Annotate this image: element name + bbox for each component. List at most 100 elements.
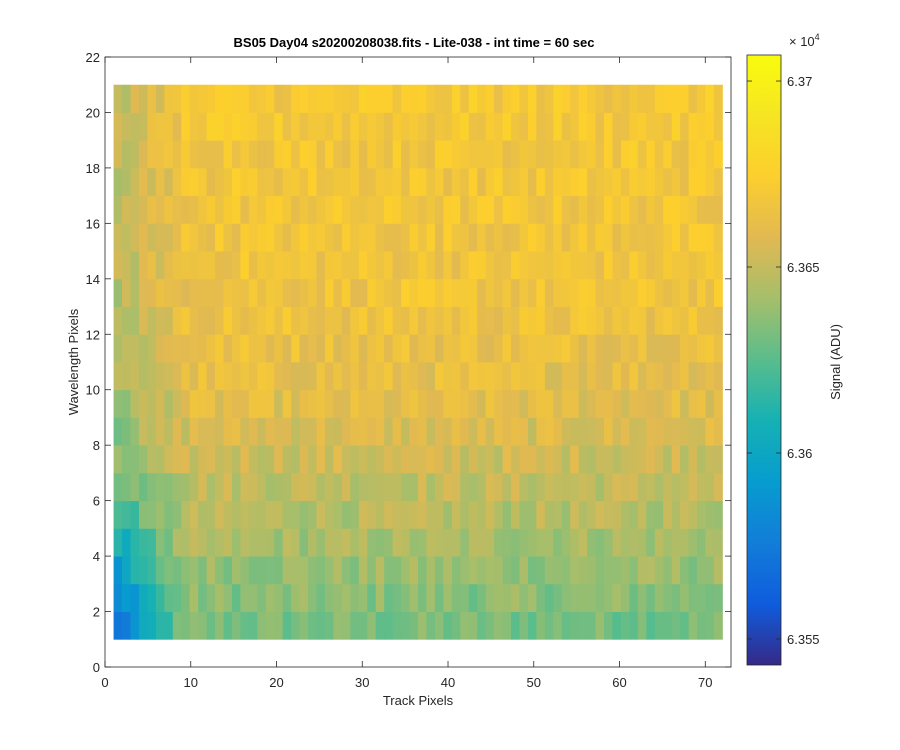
heatmap-cell [138, 362, 148, 391]
heatmap-cell [223, 500, 233, 529]
heatmap-cell [587, 417, 596, 446]
heatmap-cell [299, 223, 309, 252]
heatmap-cell [612, 306, 622, 335]
heatmap-cell [443, 167, 453, 197]
heatmap-cell [291, 140, 301, 169]
heatmap-cell [333, 112, 343, 141]
heatmap-cell [697, 445, 706, 474]
heatmap-cell [477, 583, 487, 612]
heatmap-cell [620, 334, 630, 363]
heatmap-cell [155, 84, 165, 113]
heatmap-cell [587, 140, 596, 169]
heatmap-cell [358, 500, 368, 529]
heatmap-cell [671, 167, 681, 197]
heatmap-cell [257, 389, 267, 418]
heatmap-cell [502, 389, 512, 418]
heatmap-cell [384, 306, 394, 335]
heatmap-cell [443, 389, 453, 418]
heatmap-cell [426, 445, 436, 474]
heatmap-cell [299, 556, 309, 585]
heatmap-cell [544, 112, 554, 141]
heatmap-cell [367, 223, 377, 252]
heatmap-cell [316, 445, 326, 474]
heatmap-cell [629, 84, 639, 113]
heatmap-cell [426, 112, 436, 141]
heatmap-cell [637, 223, 647, 252]
heatmap-cell [341, 389, 351, 418]
heatmap-cell [663, 583, 673, 612]
heatmap-cell [654, 445, 664, 474]
heatmap-cell [265, 334, 275, 363]
heatmap-cell [705, 362, 715, 391]
heatmap-cell [223, 472, 233, 502]
heatmap-cell [519, 112, 529, 141]
heatmap-cell [494, 417, 503, 446]
heatmap-cell [494, 167, 503, 197]
heatmap-cell [637, 306, 647, 335]
heatmap-cell [384, 195, 394, 224]
heatmap-cell [240, 167, 250, 197]
heatmap-cell [130, 611, 140, 640]
heatmap-cell [409, 251, 419, 280]
heatmap-cell [223, 278, 233, 307]
heatmap-cell [299, 362, 309, 391]
heatmap-cell [299, 500, 309, 529]
heatmap-cell [282, 112, 292, 141]
heatmap-cell [248, 389, 258, 418]
heatmap-cell [409, 362, 419, 391]
heatmap-cell [265, 278, 275, 307]
heatmap-cell [561, 167, 571, 197]
heatmap-cell [223, 251, 233, 280]
heatmap-cell [629, 472, 639, 502]
x-axis-ticks: 0 10 20 30 40 50 60 70 [101, 57, 713, 690]
heatmap-cell [384, 278, 394, 307]
heatmap-cell [341, 223, 351, 252]
heatmap-cell [426, 84, 436, 113]
heatmap-cell [688, 167, 698, 197]
heatmap-cell [181, 417, 191, 446]
heatmap-cell [553, 84, 563, 113]
heatmap-cell [350, 445, 360, 474]
heatmap-cell [215, 445, 224, 474]
heatmap-cell [527, 583, 537, 612]
heatmap-cell [341, 334, 351, 363]
heatmap-cell [206, 528, 216, 557]
heatmap-cell [299, 251, 309, 280]
axes-box [104, 56, 732, 668]
heatmap-cell [113, 389, 123, 418]
y-tick-label: 18 [86, 161, 100, 176]
heatmap-cell [680, 167, 689, 197]
heatmap-cell [443, 278, 453, 307]
heatmap-cell [223, 362, 233, 391]
heatmap-cell [206, 306, 216, 335]
heatmap-cell [620, 362, 630, 391]
heatmap-cell [113, 583, 123, 612]
heatmap-cell [198, 528, 207, 557]
heatmap-cell [434, 611, 444, 640]
heatmap-cell [443, 306, 453, 335]
heatmap-cell [291, 445, 301, 474]
heatmap-cell [291, 84, 301, 113]
heatmap-cell [147, 417, 157, 446]
heatmap-cell [308, 195, 317, 224]
heatmap-cell [401, 112, 410, 141]
heatmap-cell [620, 417, 630, 446]
heatmap-cell [316, 389, 326, 418]
heatmap-cell [392, 251, 402, 280]
heatmap-cell [308, 472, 317, 502]
heatmap-cell [713, 167, 723, 197]
heatmap-cell [612, 223, 622, 252]
heatmap-cell [316, 278, 326, 307]
heatmap-cell [697, 417, 706, 446]
heatmap-cell [282, 278, 292, 307]
heatmap-cell [468, 112, 478, 141]
heatmap-cell [561, 389, 571, 418]
heatmap-cell [206, 84, 216, 113]
heatmap-cell [164, 583, 174, 612]
heatmap-cell [697, 389, 706, 418]
heatmap-cell [637, 500, 647, 529]
heatmap-cell [443, 445, 453, 474]
heatmap-cell [434, 389, 444, 418]
heatmap-cell [595, 500, 605, 529]
heatmap-cell [663, 306, 673, 335]
